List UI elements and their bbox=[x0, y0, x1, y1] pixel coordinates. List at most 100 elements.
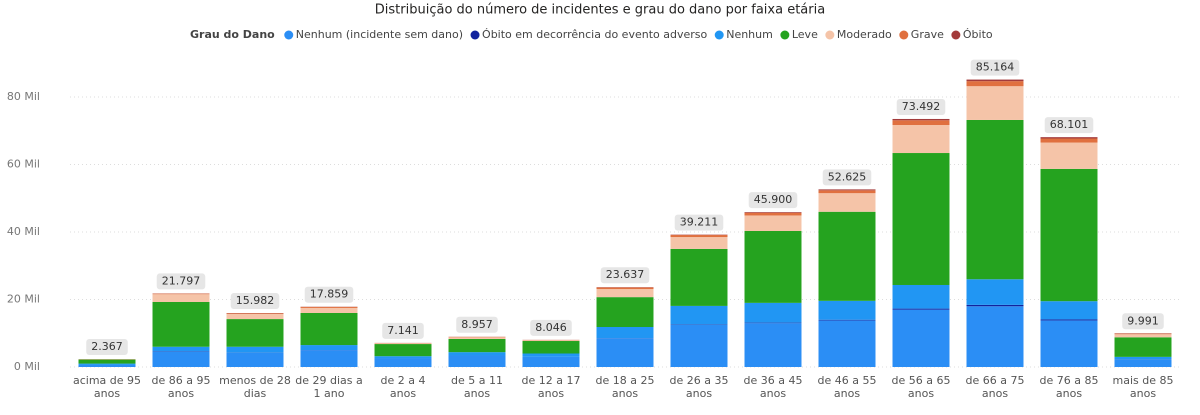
legend-title: Grau do Dano bbox=[190, 28, 275, 41]
y-tick-label: 20 Mil bbox=[7, 293, 40, 306]
total-label: 73.492 bbox=[896, 98, 946, 115]
bar-segment bbox=[670, 324, 728, 367]
x-tick-label: de 36 a 45 anos bbox=[744, 374, 803, 400]
bar-segment bbox=[670, 237, 728, 249]
x-tick-label: de 5 a 11 anos bbox=[451, 374, 503, 400]
total-label: 23.637 bbox=[600, 267, 650, 284]
y-tick-label: 40 Mil bbox=[7, 225, 40, 238]
x-tick-text: de 2 a 4 anos bbox=[380, 374, 426, 400]
bar-segment bbox=[522, 340, 580, 342]
total-label: 8.957 bbox=[456, 316, 498, 333]
bar-segment bbox=[818, 320, 876, 367]
y-tick-label: 80 Mil bbox=[7, 90, 40, 103]
bar-segment bbox=[1040, 137, 1098, 139]
bar-segment bbox=[374, 356, 432, 359]
total-label: 2.367 bbox=[86, 339, 128, 356]
legend-marker bbox=[780, 30, 790, 40]
bar-segment bbox=[78, 363, 136, 365]
total-label-box bbox=[456, 316, 498, 333]
bar-segment bbox=[1040, 168, 1098, 302]
bar-segment bbox=[1040, 301, 1098, 320]
bar-segment bbox=[1114, 334, 1172, 338]
total-label: 85.164 bbox=[970, 59, 1020, 76]
legend-label: Óbito em decorrência do evento adverso bbox=[482, 28, 707, 41]
bar-segment bbox=[966, 86, 1024, 120]
chart-title: Distribuição do número de incidentes e g… bbox=[375, 3, 825, 18]
total-label-box bbox=[822, 169, 872, 186]
bar-segment bbox=[522, 353, 580, 357]
bar-segment bbox=[522, 356, 580, 367]
bar-segment bbox=[448, 355, 506, 367]
bar-segment bbox=[1040, 142, 1098, 169]
total-label-text: 68.101 bbox=[1050, 118, 1089, 131]
bar-segment bbox=[596, 327, 654, 339]
x-tick-text: de 76 a 85 anos bbox=[1039, 374, 1099, 400]
total-label-box bbox=[748, 192, 798, 209]
legend-marker bbox=[284, 30, 294, 40]
x-tick-text: menos de 28 dias bbox=[219, 374, 291, 400]
bar-segment bbox=[300, 313, 358, 346]
x-tick-label: menos de 28 dias bbox=[219, 374, 291, 400]
x-tick-text: de 26 a 35 anos bbox=[669, 374, 729, 400]
bar-segment bbox=[300, 306, 358, 308]
total-label-box bbox=[674, 214, 724, 231]
x-tick-text: acima de 95 anos bbox=[72, 374, 142, 400]
x-tick-text: de 5 a 11 anos bbox=[451, 374, 503, 400]
bar-segment bbox=[744, 230, 802, 303]
legend-label: Moderado bbox=[837, 28, 892, 41]
bar-segment bbox=[152, 294, 210, 302]
bar-segment bbox=[374, 344, 432, 357]
x-tick-label: de 86 a 95 anos bbox=[152, 374, 211, 400]
total-label: 45.900 bbox=[748, 192, 798, 209]
y-tick-label: 60 Mil bbox=[7, 158, 40, 171]
total-label-text: 7.141 bbox=[387, 324, 419, 337]
bar-segment bbox=[596, 297, 654, 328]
bar-segment bbox=[892, 153, 950, 285]
bar-segment bbox=[152, 351, 210, 367]
x-tick-label: de 56 a 65 anos bbox=[892, 374, 951, 400]
bar-segment bbox=[744, 215, 802, 231]
bar-segment bbox=[300, 345, 358, 351]
bar-segment bbox=[78, 364, 136, 367]
total-label: 7.141 bbox=[382, 322, 424, 339]
total-label-text: 15.982 bbox=[236, 294, 275, 307]
bar-segment bbox=[966, 279, 1024, 305]
bar-segment bbox=[374, 358, 432, 367]
bar-segment bbox=[744, 322, 802, 324]
bar-segment bbox=[892, 284, 950, 309]
bar-segment bbox=[744, 212, 802, 213]
total-label-box bbox=[530, 319, 572, 336]
bar-segment bbox=[818, 190, 876, 194]
bar-segment bbox=[1040, 320, 1098, 367]
total-label-box bbox=[304, 286, 354, 303]
bar-segment bbox=[1040, 319, 1098, 321]
total-label-box bbox=[896, 98, 946, 115]
total-label-text: 45.900 bbox=[754, 193, 793, 206]
x-tick-text: de 12 a 17 anos bbox=[521, 374, 581, 400]
total-label-text: 39.211 bbox=[680, 216, 719, 229]
x-tick-text: mais de 85 anos bbox=[1112, 374, 1174, 400]
bar-segment bbox=[152, 293, 210, 295]
bar-segment bbox=[1114, 337, 1172, 357]
y-tick-label: 0 Mil bbox=[14, 360, 40, 373]
total-label-box bbox=[382, 322, 424, 339]
bar-segment bbox=[300, 307, 358, 313]
total-label-box bbox=[86, 339, 128, 356]
bar-segment bbox=[226, 346, 284, 353]
legend-marker bbox=[470, 30, 480, 40]
total-label-box bbox=[970, 59, 1020, 76]
total-label: 15.982 bbox=[230, 293, 280, 310]
bar-segment bbox=[300, 350, 358, 367]
total-label-box bbox=[600, 267, 650, 284]
legend-label: Óbito bbox=[963, 28, 993, 41]
bar-segment bbox=[596, 287, 654, 290]
total-label-text: 8.957 bbox=[461, 318, 493, 331]
total-label-text: 8.046 bbox=[535, 321, 567, 334]
bar-segment bbox=[522, 341, 580, 354]
bar-segment bbox=[670, 248, 728, 306]
total-label-box bbox=[230, 293, 280, 310]
bar-segment bbox=[596, 338, 654, 367]
total-label: 52.625 bbox=[822, 169, 872, 186]
legend-label: Leve bbox=[792, 28, 818, 41]
total-label-box bbox=[156, 273, 206, 290]
